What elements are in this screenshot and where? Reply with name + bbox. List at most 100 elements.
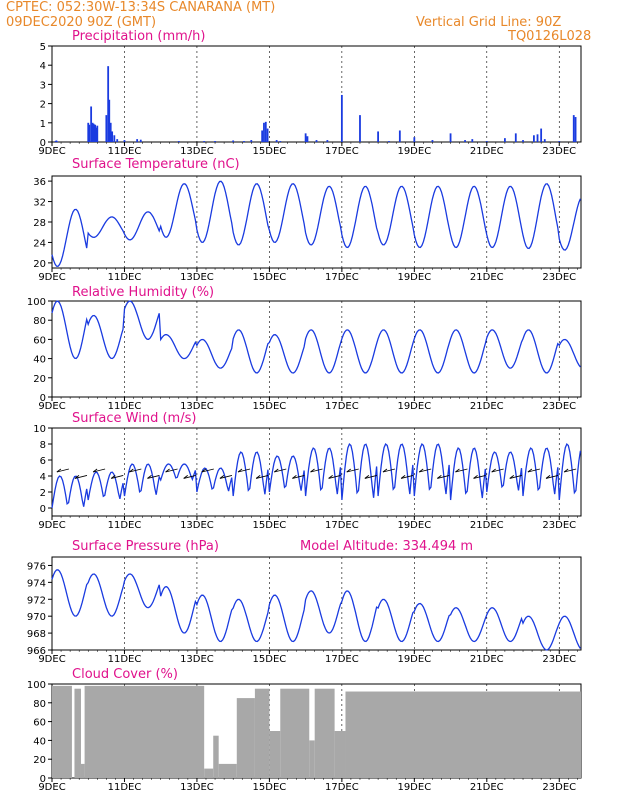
x-tick-label: 15DEC [253, 401, 287, 412]
x-tick-label: 23DEC [542, 782, 576, 793]
x-tick-label: 21DEC [470, 146, 504, 157]
wind-arrow [292, 474, 305, 479]
x-tick-label: 21DEC [470, 401, 504, 412]
precip-bar [88, 124, 91, 142]
precip-bar [377, 131, 379, 142]
panel-3: Surface Wind (m/s) 0 2 4 6 8 10 9DEC 11DEC 13DEC 1… [33, 411, 582, 531]
y-tick-label: 2 [40, 488, 46, 499]
precip-bar [111, 131, 114, 142]
x-tick-label: 21DEC [470, 654, 504, 665]
precip-bar [92, 123, 95, 142]
y-tick-label: 60 [33, 335, 46, 346]
panel-title: Surface Pressure (hPa) [72, 539, 219, 554]
precip-bar [264, 121, 267, 142]
x-tick-label: 13DEC [180, 146, 214, 157]
series-line [51, 300, 581, 374]
precip-bar [485, 141, 488, 142]
precip-bar [340, 94, 343, 142]
wind-arrow-head [563, 468, 569, 473]
y-tick-label: 974 [27, 578, 46, 589]
precip-bar [56, 141, 58, 142]
plot-frame [51, 175, 582, 269]
precip-bar [522, 140, 524, 142]
wind-arrow [310, 468, 323, 473]
y-tick-label: 32 [33, 198, 46, 209]
wind-arrow [437, 474, 450, 479]
cloud-area [280, 688, 310, 778]
x-tick-label: 13DEC [180, 654, 214, 665]
y-tick-label: 1 [40, 119, 46, 130]
precip-bar [315, 140, 318, 142]
precip-bar [108, 99, 111, 142]
y-tick-label: 0 [40, 504, 46, 515]
precip-bar [105, 115, 108, 142]
wind-arrow [92, 468, 106, 473]
wind-arrow-head [129, 468, 134, 473]
panel-title: Surface Wind (m/s) [72, 411, 196, 426]
precip-bar [177, 141, 180, 142]
y-tick-label: 40 [33, 355, 46, 366]
precip-bar [91, 122, 94, 142]
y-tick-label: 0 [40, 393, 46, 404]
precip-bar [558, 141, 561, 142]
x-tick-label: 23DEC [542, 520, 576, 531]
precip-bar [449, 133, 452, 142]
y-tick-label: 4 [40, 61, 46, 72]
x-tick-label: 19DEC [397, 272, 431, 283]
wind-arrow-head [346, 468, 352, 473]
y-tick-label: 10 [33, 424, 46, 435]
precip-bar [87, 122, 90, 142]
x-tick-label: 9DEC [38, 401, 65, 412]
x-tick-label: 9DEC [38, 520, 65, 531]
precip-bar [214, 141, 216, 142]
x-tick-label: 11DEC [108, 272, 142, 283]
wind-arrow-head [292, 475, 297, 479]
wind-arrow-head [255, 475, 261, 479]
panel-title: Cloud Cover (%) [72, 667, 178, 682]
precip-bar [116, 139, 119, 142]
precip-bar [306, 136, 309, 142]
precip-bar [464, 140, 466, 142]
cloud-area [213, 735, 219, 778]
x-tick-label: 23DEC [542, 272, 576, 283]
wind-arrow-head [165, 468, 170, 473]
precip-bar [275, 140, 278, 142]
precip-bar [504, 138, 506, 142]
x-tick-label: 17DEC [325, 146, 359, 157]
y-tick-label: 968 [27, 629, 46, 640]
x-tick-label: 17DEC [325, 654, 359, 665]
cloud-area [345, 691, 581, 778]
x-tick-label: 23DEC [542, 401, 576, 412]
precip-bar [113, 135, 116, 142]
precip-bar [574, 117, 577, 142]
panel-title: Precipitation (mm/h) [72, 29, 205, 44]
cloud-area [84, 685, 205, 778]
wind-arrow-head [455, 468, 460, 473]
precip-bar [279, 141, 282, 142]
series-line [51, 442, 582, 509]
wind-arrow [382, 468, 396, 473]
model-code: TQ0126L028 [507, 29, 591, 44]
x-tick-label: 17DEC [325, 520, 359, 531]
wind-arrow [491, 468, 504, 473]
plot-frame [51, 556, 582, 651]
x-tick-label: 13DEC [180, 272, 214, 283]
x-tick-label: 19DEC [397, 146, 431, 157]
x-tick-label: 19DEC [397, 782, 431, 793]
series-line [51, 569, 581, 651]
precip-bar [139, 139, 142, 142]
wind-arrow [183, 474, 196, 479]
plot-frame [51, 45, 582, 143]
panel-2: Relative Humidity (%) 0 20 40 60 80 100 9DEC 11D… [27, 285, 582, 412]
wind-arrow [274, 468, 287, 473]
x-tick-label: 15DEC [253, 520, 287, 531]
wind-arrow-head [364, 475, 370, 479]
y-tick-label: 8 [40, 440, 46, 451]
wind-arrow [545, 474, 559, 479]
cloud-area [218, 763, 237, 778]
wind-arrow [256, 474, 269, 479]
cloud-area [269, 731, 281, 778]
y-tick-label: 2 [40, 100, 46, 111]
precip-bar [471, 139, 474, 142]
